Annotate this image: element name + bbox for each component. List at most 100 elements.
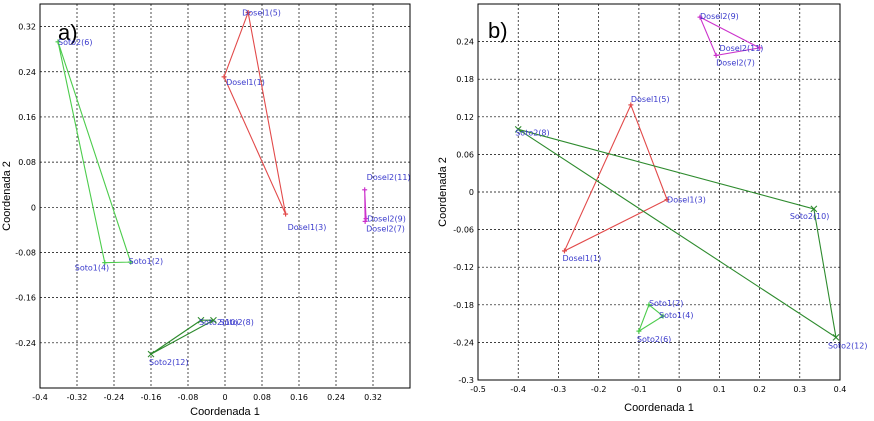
y-axis-label: Coordenada 2 xyxy=(437,157,449,227)
y-tick-label: 0 xyxy=(31,203,36,212)
y-tick-label: 0.24 xyxy=(18,68,36,77)
x-tick-label: -0.3 xyxy=(551,385,567,394)
x-tick-label: -0.08 xyxy=(178,393,199,402)
point-soto1-4 xyxy=(102,260,108,266)
point-label: Dosel2(7) xyxy=(366,224,405,233)
y-tick-label: 0.06 xyxy=(456,150,474,159)
point-soto1-2 xyxy=(128,259,134,265)
y-tick-label: -0.12 xyxy=(453,263,474,272)
x-tick-label: -0.1 xyxy=(631,385,647,394)
plot-frame xyxy=(477,3,841,381)
x-tick-label: -0.32 xyxy=(67,393,88,402)
point-label: Dosel2(11) xyxy=(367,173,411,182)
y-tick-label: 0 xyxy=(469,188,474,197)
hull-dosel2 xyxy=(698,15,762,57)
point-dosel1-3 xyxy=(664,197,670,203)
y-tick-label: -0.18 xyxy=(453,301,474,310)
hull-soto2 xyxy=(150,319,214,355)
x-axis-label: Coordenada 1 xyxy=(624,402,694,414)
y-tick-label: -0.24 xyxy=(453,338,474,347)
hull-dosel1 xyxy=(563,103,668,253)
point-label: Soto2(12) xyxy=(828,341,868,350)
point-dosel2-11 xyxy=(362,187,368,193)
point-soto2-8 xyxy=(210,316,217,324)
point-dosel2-7 xyxy=(362,218,368,224)
point-label: Soto1(2) xyxy=(649,299,683,308)
point-soto2-6 xyxy=(55,39,61,45)
x-tick-label: 0.2 xyxy=(753,385,766,394)
point-label: Soto2(6) xyxy=(637,335,671,344)
x-tick-label: -0.2 xyxy=(591,385,607,394)
x-axis-label: Coordenada 1 xyxy=(190,406,260,418)
point-label: Soto1(4) xyxy=(659,311,693,320)
y-tick-label: -0.24 xyxy=(15,339,36,348)
hull-soto2 xyxy=(517,128,837,339)
point-label: Soto1(2) xyxy=(129,257,163,266)
y-tick-label: 0.08 xyxy=(18,158,36,167)
point-label: Dosel1(5) xyxy=(631,95,670,104)
panel-b: -0.5 -0.4 -0.3 -0.2 -0.1 0 0.1 0.2 0.3 0.4 0.24 0.1… xyxy=(437,3,868,414)
x-tick-label: -0.16 xyxy=(141,393,162,402)
point-label: Dosel1(5) xyxy=(242,8,281,17)
y-tick-label: 0.16 xyxy=(18,113,36,122)
point-label: Dosel1(1) xyxy=(562,254,601,263)
y-tick-label: -0.08 xyxy=(15,248,36,257)
point-soto1-4 xyxy=(660,313,666,319)
x-tick-label: 0 xyxy=(677,385,682,394)
point-soto2-8 xyxy=(514,125,522,133)
point-label: Soto1(4) xyxy=(75,264,109,273)
point-dosel1-5 xyxy=(628,102,634,108)
panel-a: -0.4 -0.32 -0.24 -0.16 -0.08 0 0.08 0.16 0.24 0.3… xyxy=(1,3,411,418)
x-tick-label: 0.32 xyxy=(364,393,382,402)
x-tick-label: 0.3 xyxy=(793,385,806,394)
point-label: Dosel2(9) xyxy=(367,215,406,224)
point-label: Dosel1(3) xyxy=(288,223,327,232)
point-soto1-2 xyxy=(646,302,652,308)
point-label: Soto2(8) xyxy=(515,128,549,137)
x-tick-label: 0.16 xyxy=(290,393,308,402)
y-tick-label: 0.24 xyxy=(456,38,474,47)
y-tick-label: 0.32 xyxy=(18,23,36,32)
x-tick-label: 0 xyxy=(222,393,227,402)
point-label: Dosel1(1) xyxy=(226,78,265,87)
point-soto2-10 xyxy=(197,316,205,324)
hull-soto1 xyxy=(637,303,664,333)
y-tick-label: -0.3 xyxy=(458,376,474,385)
point-label: Soto2(6) xyxy=(58,38,92,47)
point-dosel1-1 xyxy=(561,248,567,254)
x-tick-label: 0.24 xyxy=(327,393,345,402)
point-dosel2-7 xyxy=(713,52,719,58)
point-label: Soto2(12) xyxy=(149,358,189,367)
point-dosel2-11 xyxy=(757,45,763,51)
point-label: Dosel2(9) xyxy=(700,12,739,21)
y-axis-label: Coordenada 2 xyxy=(1,161,13,231)
point-dosel1-5 xyxy=(245,9,251,15)
x-tick-label: -0.4 xyxy=(510,385,526,394)
point-label: Dosel1(3) xyxy=(667,196,706,205)
point-label: Soto2(8) xyxy=(219,318,253,327)
point-dosel1-3 xyxy=(283,211,289,217)
point-soto2-12 xyxy=(147,350,155,358)
y-tick-label: 0.12 xyxy=(456,113,474,122)
point-soto2-10 xyxy=(810,205,818,213)
x-tick-label: -0.24 xyxy=(104,393,125,402)
y-tick-label: -0.06 xyxy=(453,226,474,235)
x-tick-label: 0.4 xyxy=(834,385,847,394)
point-soto2-12 xyxy=(832,333,840,341)
point-label: Soto2(10) xyxy=(790,212,830,221)
hull-soto1 xyxy=(57,41,132,264)
point-dosel2-9 xyxy=(697,14,703,20)
x-tick-label: -0.5 xyxy=(470,385,486,394)
point-soto2-6 xyxy=(636,328,642,334)
y-tick-label: -0.16 xyxy=(15,294,36,303)
plot-frame xyxy=(39,3,411,389)
point-label: Dosel2(7) xyxy=(716,58,755,67)
point-label: Dosel2(11) xyxy=(720,44,764,53)
y-tick-label: 0.18 xyxy=(456,75,474,84)
x-tick-label: -0.4 xyxy=(32,393,48,402)
point-dosel2-9 xyxy=(363,216,369,222)
x-tick-label: 0.08 xyxy=(253,393,271,402)
point-dosel1-1 xyxy=(221,74,227,80)
panel-label: b) xyxy=(488,18,508,43)
